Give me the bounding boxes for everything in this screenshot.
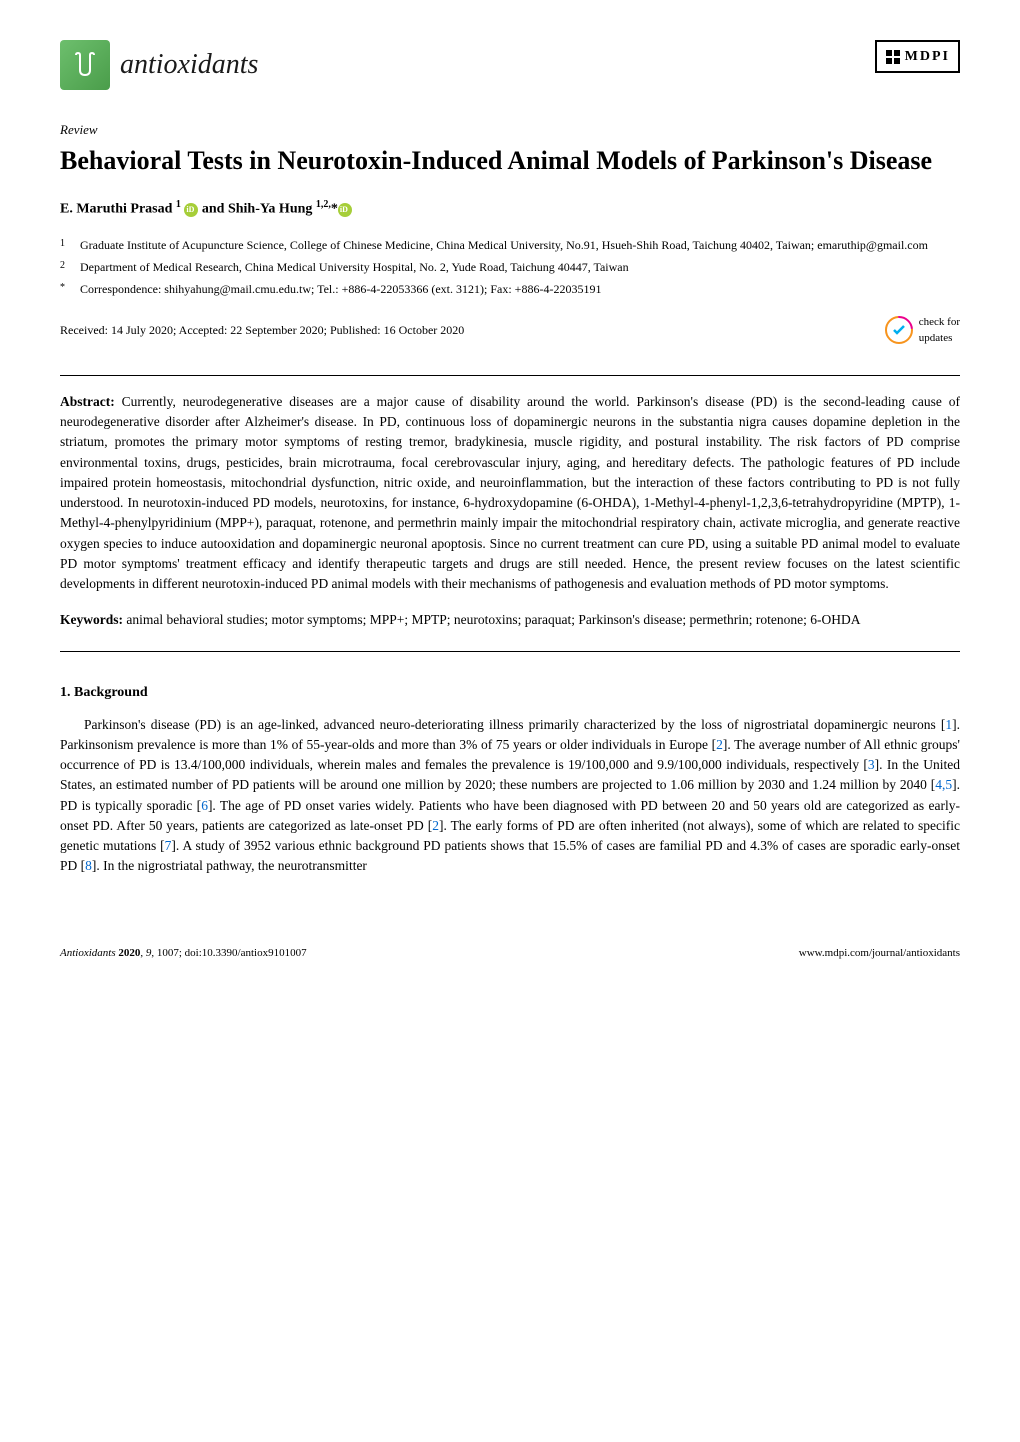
rule-bottom [60,651,960,652]
citation-link[interactable]: 1 [945,717,952,732]
keywords-block: Keywords: animal behavioral studies; mot… [60,610,960,630]
affiliation-text: Department of Medical Research, China Me… [80,258,629,276]
keywords-text: animal behavioral studies; motor symptom… [126,612,860,627]
affiliation-text: Correspondence: shihyahung@mail.cmu.edu.… [80,280,601,298]
footer-url: www.mdpi.com/journal/antioxidants [799,945,960,962]
abstract-block: Abstract: Currently, neurodegenerative d… [60,392,960,595]
citation-link[interactable]: 3 [868,757,875,772]
affiliation-text: Graduate Institute of Acupuncture Scienc… [80,236,928,254]
footer: Antioxidants 2020, 9, 1007; doi:10.3390/… [60,937,960,962]
section-heading-background: 1. Background [60,682,960,703]
publisher-name: MDPI [905,46,950,67]
journal-name: antioxidants [120,44,258,86]
citation-link[interactable]: 2 [432,818,439,833]
article-title: Behavioral Tests in Neurotoxin-Induced A… [60,144,960,178]
affiliations: 1Graduate Institute of Acupuncture Scien… [60,236,960,298]
check-for-updates[interactable]: check for updates [885,314,960,347]
publication-dates: Received: 14 July 2020; Accepted: 22 Sep… [60,321,464,339]
antioxidants-logo-icon [60,40,110,90]
journal-logo: antioxidants [60,40,258,90]
dates-row: Received: 14 July 2020; Accepted: 22 Sep… [60,314,960,355]
citation-link[interactable]: 8 [85,858,92,873]
affiliation-marker: 1 [60,236,80,254]
affiliation-row: *Correspondence: shihyahung@mail.cmu.edu… [60,280,960,298]
affiliation-row: 1Graduate Institute of Acupuncture Scien… [60,236,960,254]
citation-link[interactable]: 2 [716,737,723,752]
check-updates-label: check for updates [919,314,960,347]
footer-citation: Antioxidants 2020, 9, 1007; doi:10.3390/… [60,945,307,962]
keywords-label: Keywords: [60,612,123,627]
abstract-label: Abstract: [60,394,115,409]
authors: E. Maruthi Prasad 1 and Shih-Ya Hung 1,2… [60,197,960,220]
mdpi-icon [885,49,901,65]
affiliation-marker: 2 [60,258,80,276]
citation-link[interactable]: 7 [165,838,172,853]
citation-link[interactable]: 4,5 [935,777,952,792]
affiliation-marker: * [60,280,80,298]
header-row: antioxidants MDPI [60,40,960,90]
citation-link[interactable]: 6 [201,798,208,813]
background-paragraph: Parkinson's disease (PD) is an age-linke… [60,715,960,877]
abstract-text: Currently, neurodegenerative diseases ar… [60,394,960,591]
article-type: Review [60,120,960,140]
check-updates-icon [885,316,913,344]
affiliation-row: 2Department of Medical Research, China M… [60,258,960,276]
rule-top [60,375,960,376]
mdpi-logo: MDPI [875,40,960,73]
